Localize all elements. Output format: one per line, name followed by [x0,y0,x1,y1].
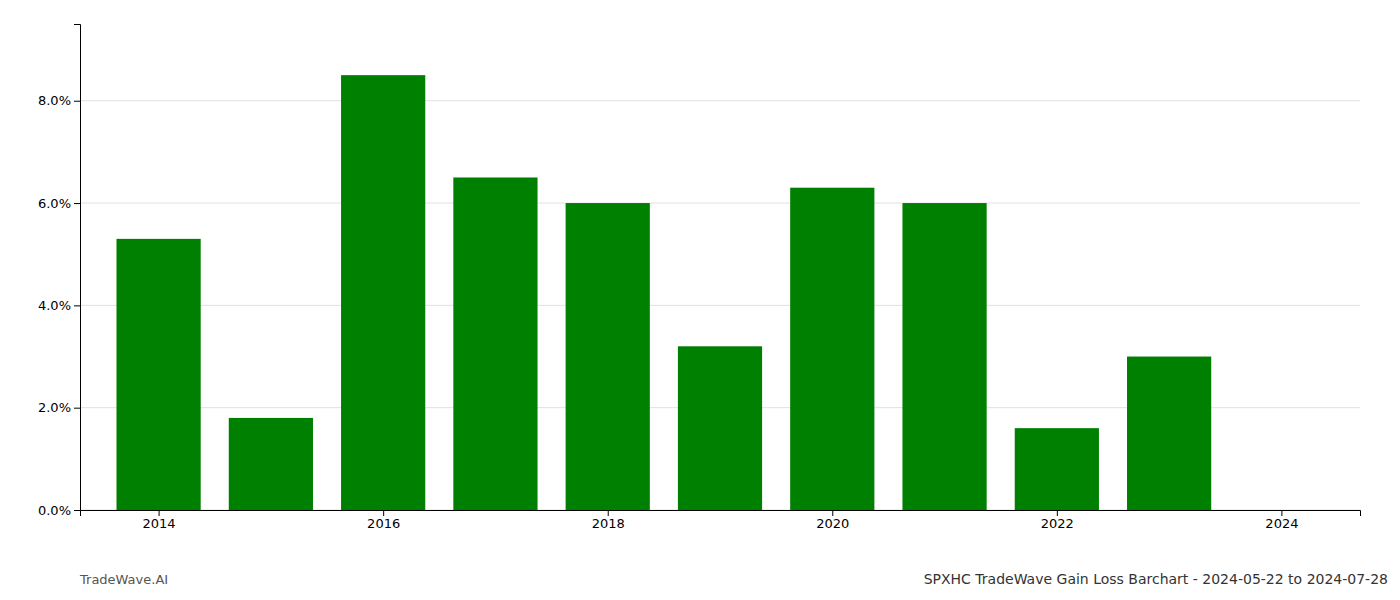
x-tick-label: 2016 [367,516,400,531]
x-tick: 2016 [367,510,400,531]
bar [566,203,650,510]
y-tick-label: 2.0% [38,400,71,415]
x-tick-mark [608,510,609,516]
y-tick: 4.0% [38,298,80,313]
x-tick-mark [159,510,160,516]
x-tick-label: 2014 [143,516,176,531]
x-tick: 2024 [1265,510,1298,531]
grid [80,101,1360,510]
title: SPXHC TradeWave Gain Loss Barchart - 202… [924,571,1388,587]
y-tick: 6.0% [38,196,80,211]
x-tick: 2018 [592,510,625,531]
texts: TradeWave.AI SPXHC TradeWave Gain Loss Ba… [79,571,1388,587]
x-tick-mark [383,510,384,516]
x-tick-label: 2018 [592,516,625,531]
x-tick-label: 2024 [1265,516,1298,531]
y-tick-label: 6.0% [38,196,71,211]
y-tick-mark [74,510,80,511]
y-tick-label: 0.0% [38,503,71,518]
y-tick-label: 8.0% [38,93,71,108]
y-tick-label: 4.0% [38,298,71,313]
x-tick: 2022 [1041,510,1074,531]
bar [1015,428,1099,510]
bar [902,203,986,510]
x-tick-mark [832,510,833,516]
plot: 2014 2016 2018 2020 2022 2024 0.0% 2.0% 4.0% 6.0%… [38,25,1361,532]
x-tick-label: 2020 [816,516,849,531]
footer: TradeWave.AI [79,572,168,587]
bar [678,346,762,510]
grid-line [80,100,1360,101]
bar [229,418,313,510]
grid-line [80,203,1360,204]
grid-line [80,305,1360,306]
y-tick-mark [74,203,80,204]
x-tick: 2014 [143,510,176,531]
bars [116,75,1211,510]
bar [1127,357,1211,510]
y-axis-line [74,25,81,511]
bar [453,177,537,510]
x-tick: 2020 [816,510,849,531]
bar [116,239,200,510]
y-tick-mark [74,101,80,102]
y-tick: 0.0% [38,503,80,518]
y-tick: 8.0% [38,93,80,108]
x-tick-mark [1057,510,1058,516]
x-tick-label: 2022 [1041,516,1074,531]
y-tick-mark [74,408,80,409]
x-tick-mark [1281,510,1282,516]
bar [790,188,874,510]
x-axis-line [81,511,1361,517]
bar [341,75,425,510]
y-tick-mark [74,305,80,306]
chart: 2014 2016 2018 2020 2022 2024 0.0% 2.0% 4.0% 6.0%… [0,0,1400,600]
y-tick: 2.0% [38,400,80,415]
y-axis: 0.0% 2.0% 4.0% 6.0% 8.0% [38,25,81,518]
x-axis: 2014 2016 2018 2020 2022 2024 [81,510,1361,531]
